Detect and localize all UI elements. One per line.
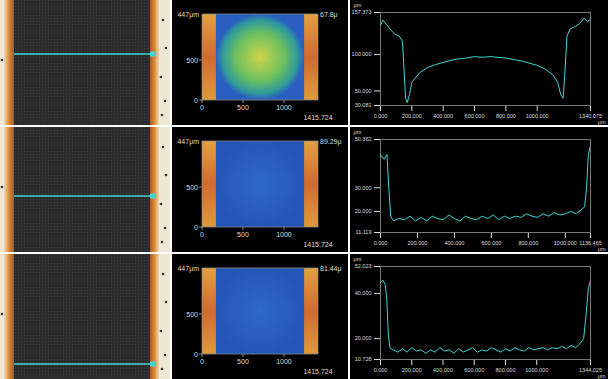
svg-text:0: 0 [194, 224, 198, 231]
svg-text:200.000: 200.000 [402, 367, 422, 373]
svg-text:1000.000: 1000.000 [525, 367, 548, 373]
svg-text:1136.465: 1136.465 [579, 240, 602, 247]
svg-text:400.000: 400.000 [433, 113, 453, 119]
svg-text:μm: μm [354, 129, 362, 135]
svg-text:157.373: 157.373 [352, 9, 372, 15]
svg-text:μm: μm [354, 2, 362, 8]
svg-text:800.000: 800.000 [518, 240, 538, 246]
svg-text:0: 0 [194, 97, 198, 104]
svg-text:89.29μ: 89.29μ [320, 138, 342, 146]
svg-text:447μm: 447μm [177, 138, 199, 146]
svg-text:600.000: 600.000 [464, 367, 484, 373]
svg-text:1000.000: 1000.000 [526, 113, 549, 119]
svg-text:0: 0 [200, 104, 204, 111]
svg-text:30.000: 30.000 [355, 185, 372, 191]
svg-text:50.000: 50.000 [355, 88, 372, 94]
svg-text:600.000: 600.000 [465, 113, 485, 119]
svg-text:1000: 1000 [276, 104, 292, 111]
svg-text:1344.025: 1344.025 [579, 367, 602, 374]
svg-text:100.000: 100.000 [352, 51, 372, 57]
svg-text:447μm: 447μm [177, 265, 199, 273]
svg-text:20.000: 20.000 [355, 335, 372, 341]
svg-text:1415.724: 1415.724 [303, 241, 332, 248]
svg-text:400.000: 400.000 [433, 367, 453, 373]
svg-text:0: 0 [200, 358, 204, 365]
svg-text:1000.000: 1000.000 [554, 240, 577, 246]
svg-text:600.000: 600.000 [481, 240, 501, 246]
svg-text:1415.724: 1415.724 [303, 368, 332, 375]
svg-text:1000: 1000 [276, 358, 292, 365]
svg-text:0.000: 0.000 [374, 240, 388, 246]
svg-text:μm: μm [598, 373, 606, 379]
svg-text:81.44μ: 81.44μ [320, 265, 342, 273]
svg-text:400.000: 400.000 [444, 240, 464, 246]
svg-text:500: 500 [186, 57, 198, 64]
svg-text:500: 500 [186, 311, 198, 318]
svg-text:800.000: 800.000 [496, 113, 516, 119]
svg-text:0.000: 0.000 [374, 113, 388, 119]
svg-text:0: 0 [194, 351, 198, 358]
svg-text:μm: μm [598, 246, 606, 252]
svg-text:1340.075: 1340.075 [579, 113, 602, 120]
svg-text:μm: μm [598, 119, 606, 125]
svg-text:500: 500 [237, 231, 249, 238]
svg-text:30.081: 30.081 [355, 102, 372, 108]
svg-text:40.000: 40.000 [355, 290, 372, 296]
svg-text:447μm: 447μm [177, 11, 199, 19]
svg-text:500: 500 [237, 104, 249, 111]
svg-text:500: 500 [186, 184, 198, 191]
svg-text:11.119: 11.119 [355, 229, 371, 235]
svg-text:50.362: 50.362 [355, 136, 372, 142]
svg-text:200.000: 200.000 [408, 240, 428, 246]
svg-text:20.000: 20.000 [355, 208, 372, 214]
svg-text:10.728: 10.728 [355, 356, 372, 362]
svg-text:500: 500 [237, 358, 249, 365]
svg-text:67.8μ: 67.8μ [320, 11, 338, 19]
svg-text:1415.724: 1415.724 [303, 114, 332, 121]
svg-text:52.023: 52.023 [355, 263, 372, 269]
svg-text:μm: μm [354, 256, 362, 262]
svg-text:200.000: 200.000 [402, 113, 422, 119]
svg-text:0: 0 [200, 231, 204, 238]
svg-text:0.000: 0.000 [374, 367, 388, 373]
svg-text:800.000: 800.000 [496, 367, 516, 373]
svg-text:1000: 1000 [276, 231, 292, 238]
